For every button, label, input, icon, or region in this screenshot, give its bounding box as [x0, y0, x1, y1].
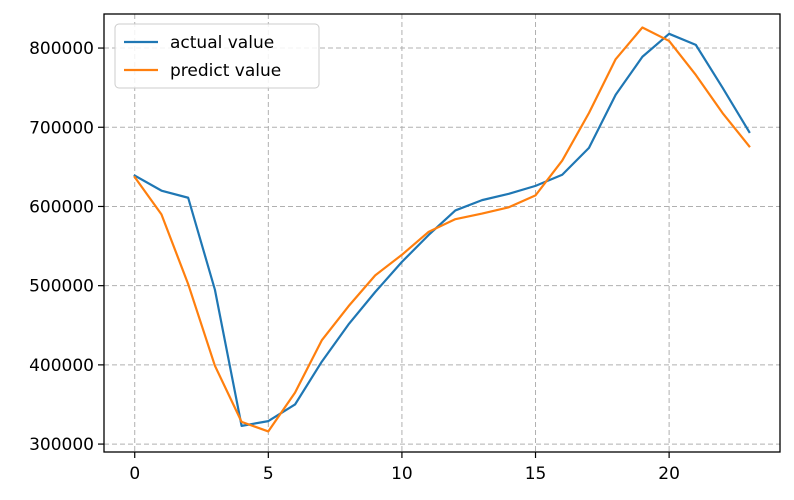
- legend-label: predict value: [170, 61, 281, 81]
- plot-frame: [103, 13, 781, 453]
- y-tick-label: 800000: [29, 39, 94, 59]
- y-tick-label: 600000: [29, 197, 94, 217]
- y-tick-label: 700000: [29, 118, 94, 138]
- legend: actual value predict value: [114, 23, 320, 89]
- x-tick-label: 20: [658, 464, 680, 484]
- y-tick-label: 500000: [29, 277, 94, 297]
- x-tick-label: 10: [391, 464, 413, 484]
- legend-label: actual value: [170, 33, 274, 53]
- y-tick-label: 300000: [29, 435, 94, 455]
- axis-ticks: 0 5 10 15 20 300000 400000 500000 600000 700000 80…: [29, 39, 680, 484]
- legend-box: [114, 23, 320, 89]
- series-line-predict-value: [133, 26, 751, 433]
- x-tick-label: 15: [525, 464, 547, 484]
- series-lines: [133, 26, 751, 433]
- y-tick-label: 400000: [29, 356, 94, 376]
- x-tick-label: 0: [129, 464, 140, 484]
- x-tick-label: 5: [263, 464, 274, 484]
- series-line-actual-value: [133, 32, 751, 427]
